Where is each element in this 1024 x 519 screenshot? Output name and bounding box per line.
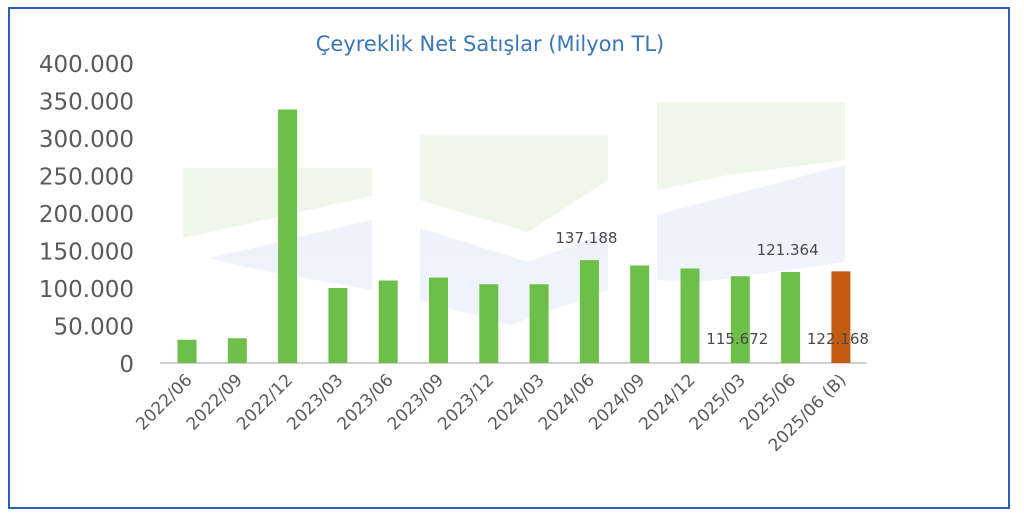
y-tick-label: 250.000 — [39, 165, 134, 191]
bar — [227, 338, 247, 363]
y-tick-label: 350.000 — [39, 90, 134, 116]
y-axis: 0 50.000 100.000 150.000 200.000 250.000 300.0… — [39, 52, 134, 378]
bar — [680, 268, 700, 363]
bar — [278, 109, 298, 363]
data-label: 137.188 — [555, 229, 617, 247]
bar — [177, 339, 197, 363]
y-tick-label: 400.000 — [39, 52, 134, 78]
data-label: 115.672 — [706, 330, 768, 348]
y-tick-label: 0 — [119, 352, 134, 378]
chart-frame — [8, 7, 1010, 509]
bar — [630, 265, 650, 363]
bar — [429, 277, 448, 363]
y-tick-label: 200.000 — [39, 202, 134, 228]
data-label: 121.364 — [757, 241, 819, 259]
bars — [177, 109, 851, 363]
y-tick-label: 300.000 — [39, 127, 134, 153]
bar — [831, 271, 851, 363]
bar — [529, 284, 549, 363]
y-tick-label: 50.000 — [54, 315, 134, 341]
y-tick-label: 100.000 — [39, 277, 134, 303]
bar — [328, 288, 348, 363]
chart-title: Çeyreklik Net Satışlar (Milyon TL) — [316, 32, 665, 56]
watermark-logo — [183, 102, 845, 325]
bar — [479, 284, 499, 363]
y-tick-label: 150.000 — [39, 240, 134, 266]
x-axis: 2022/062022/092022/122023/032023/062023/… — [132, 370, 850, 456]
bar — [378, 280, 398, 363]
data-labels: 137.188 115.672 121.364 122.168 — [555, 229, 869, 348]
data-label: 122.168 — [807, 330, 869, 348]
bar — [781, 271, 801, 363]
bar — [579, 260, 599, 363]
bar — [730, 276, 750, 363]
